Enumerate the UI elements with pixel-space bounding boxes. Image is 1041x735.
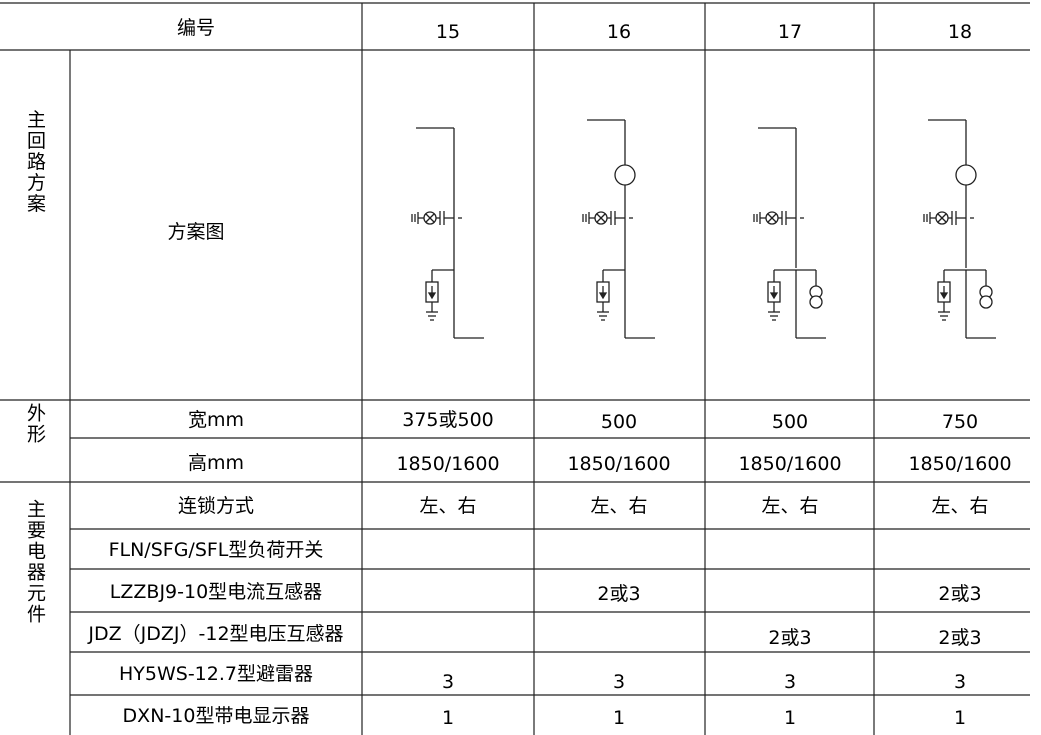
component-value-arrester-18: 3 [954, 671, 966, 693]
component-value-interlock-15: 左、右 [419, 495, 476, 517]
component-label-live-display: DXN-10型带电显示器 [123, 705, 310, 727]
current-transformer-icon [614, 164, 636, 186]
indicator-lamp-cross [767, 213, 777, 223]
header-number-15: 15 [436, 21, 460, 43]
scheme-diagram-15 [411, 127, 484, 339]
indicator-lamp-cross [425, 213, 435, 223]
component-value-current-transformer-18: 2或3 [938, 583, 981, 605]
arrester-arrow [598, 292, 608, 300]
current-transformer-icon [955, 164, 977, 186]
component-value-arrester-16: 3 [613, 671, 625, 693]
component-label-load-switch: FLN/SFG/SFL型负荷开关 [109, 539, 324, 561]
indicator-lamp-cross [937, 213, 947, 223]
component-value-current-transformer-16: 2或3 [597, 583, 640, 605]
component-value-live-display-17: 1 [784, 707, 796, 729]
component-label-current-transformer: LZZBJ9-10型电流互感器 [110, 581, 322, 603]
main-circuit-group-label: 主回路方案 [24, 109, 46, 214]
width-label: 宽mm [188, 409, 244, 431]
component-value-interlock-18: 左、右 [931, 495, 988, 517]
component-value-voltage-transformer-18: 2或3 [938, 627, 981, 649]
component-value-interlock-17: 左、右 [761, 495, 818, 517]
voltage-transformer-icon [979, 295, 993, 309]
voltage-transformer-icon [809, 295, 823, 309]
height-value-18: 1850/1600 [908, 453, 1011, 475]
width-value-15: 375或500 [402, 409, 494, 431]
arrester-arrow [769, 292, 779, 300]
indicator-lamp-cross [596, 213, 606, 223]
component-label-interlock: 连锁方式 [178, 495, 254, 517]
scheme-diagram-label: 方案图 [167, 221, 224, 243]
header-number-label: 编号 [177, 17, 215, 39]
component-value-live-display-15: 1 [442, 707, 454, 729]
height-value-17: 1850/1600 [738, 453, 841, 475]
height-label: 高mm [188, 452, 244, 474]
width-value-16: 500 [601, 411, 637, 433]
scheme-diagram-16 [582, 119, 655, 339]
scheme-diagram-17 [753, 127, 826, 339]
height-value-16: 1850/1600 [567, 453, 670, 475]
scheme-diagrams [411, 119, 996, 339]
component-value-live-display-18: 1 [954, 707, 966, 729]
width-value-18: 750 [942, 411, 978, 433]
header-number-17: 17 [778, 21, 802, 43]
component-value-arrester-15: 3 [442, 671, 454, 693]
arrester-arrow [939, 292, 949, 300]
component-value-voltage-transformer-17: 2或3 [768, 627, 811, 649]
scheme-diagram-18 [923, 119, 996, 339]
height-value-15: 1850/1600 [396, 453, 499, 475]
component-value-live-display-16: 1 [613, 707, 625, 729]
arrester-arrow [427, 292, 437, 300]
header-number-16: 16 [607, 21, 631, 43]
component-label-voltage-transformer: JDZ（JDZJ）-12型电压互感器 [87, 623, 343, 645]
component-value-interlock-16: 左、右 [590, 495, 647, 517]
component-label-arrester: HY5WS-12.7型避雷器 [119, 663, 313, 685]
component-value-arrester-17: 3 [784, 671, 796, 693]
components-group-label: 主要电器元件 [24, 499, 46, 625]
outline-group-label: 外形 [24, 403, 46, 445]
header-number-18: 18 [948, 21, 972, 43]
width-value-17: 500 [772, 411, 808, 433]
